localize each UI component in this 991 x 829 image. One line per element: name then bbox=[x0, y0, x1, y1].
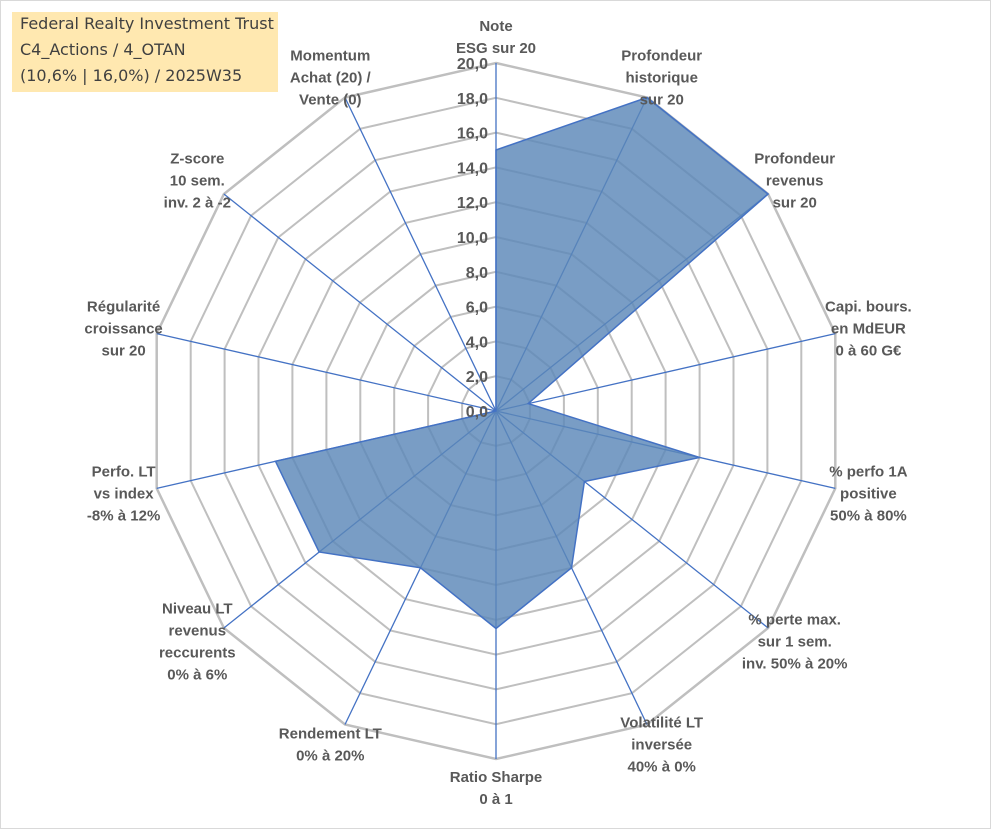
axis-label-line: ESG sur 20 bbox=[456, 40, 536, 57]
spoke-line bbox=[156, 332, 497, 412]
axis-label-line: sur 1 sem. bbox=[758, 634, 832, 651]
axis-label: Niveau LT revenus reccurents 0% à 6% bbox=[159, 601, 236, 684]
axis-label-line: Perfo. LT bbox=[92, 463, 156, 480]
title-line-1: Federal Realty Investment Trust bbox=[20, 14, 274, 33]
axis-label-line: % perfo 1A bbox=[829, 463, 908, 480]
axis-label: Perfo. LT vs index -8% à 12% bbox=[87, 463, 160, 524]
axis-label-line: 0% à 20% bbox=[296, 747, 364, 764]
axis-label: Capi. bours. en MdEUR 0 à 60 G€ bbox=[825, 299, 912, 360]
axis-label-line: sur 20 bbox=[640, 92, 684, 109]
axis-label-line: Vente (0) bbox=[299, 92, 362, 109]
tick-labels: 0,0 2,0 4,0 6,0 8,0 10,0 12,0 14,0 16,0 18,0 20,0 bbox=[457, 56, 488, 421]
spoke-line bbox=[223, 193, 497, 412]
axis-label-line: reccurents bbox=[159, 645, 236, 662]
title-box: Federal Realty Investment Trust C4_Actio… bbox=[12, 12, 278, 92]
axis-label-line: Achat (20) / bbox=[290, 70, 372, 87]
tick-label: 16,0 bbox=[457, 126, 488, 143]
axis-label-line: sur 20 bbox=[101, 343, 145, 360]
tick-label: 8,0 bbox=[466, 265, 488, 282]
axis-label-line: revenus bbox=[169, 623, 227, 640]
tick-label: 18,0 bbox=[457, 91, 488, 108]
axis-label-line: Profondeur bbox=[754, 150, 835, 167]
axis-label-line: Profondeur bbox=[621, 48, 702, 65]
axis-label: % perte max. sur 1 sem. inv. 50% à 20% bbox=[742, 612, 848, 673]
axis-label: Profondeur historique sur 20 bbox=[621, 48, 702, 109]
axis-label-line: inv. 50% à 20% bbox=[742, 656, 848, 673]
axis-label: Régularité croissance sur 20 bbox=[84, 299, 162, 360]
axis-label-line: sur 20 bbox=[773, 194, 817, 211]
tick-label: 4,0 bbox=[466, 334, 488, 351]
axis-label-line: 0 à 1 bbox=[479, 791, 512, 808]
axis-label: Z-score 10 sem. inv. 2 à -2 bbox=[164, 150, 231, 211]
axis-label-line: 0% à 6% bbox=[167, 667, 227, 684]
axis-label-line: inv. 2 à -2 bbox=[164, 194, 231, 211]
spoke-line bbox=[344, 97, 497, 412]
axis-label-line: 10 sem. bbox=[170, 172, 225, 189]
axis-label-line: Rendement LT bbox=[279, 725, 382, 742]
tick-label: 10,0 bbox=[457, 230, 488, 247]
axis-label-line: Volatilité LT bbox=[620, 714, 703, 731]
spoke-line bbox=[495, 332, 836, 412]
axis-label: Ratio Sharpe 0 à 1 bbox=[450, 769, 543, 808]
axis-label: Momentum Achat (20) / Vente (0) bbox=[290, 48, 372, 109]
axis-labels: Note ESG sur 20 Profondeur historique sur 20… bbox=[84, 18, 911, 808]
axis-label-line: revenus bbox=[766, 172, 824, 189]
tick-label: 0,0 bbox=[466, 404, 488, 421]
axis-label-line: 40% à 0% bbox=[628, 758, 696, 775]
tick-label: 6,0 bbox=[466, 300, 488, 317]
axis-label-line: % perte max. bbox=[748, 612, 841, 629]
axis-label-line: en MdEUR bbox=[831, 321, 906, 338]
tick-label: 20,0 bbox=[457, 56, 488, 73]
axis-label-line: vs index bbox=[94, 485, 155, 502]
axis-label-line: Momentum bbox=[290, 48, 370, 65]
axis-label-line: Régularité bbox=[87, 299, 160, 316]
axis-label-line: Z-score bbox=[170, 150, 224, 167]
axis-label-line: Niveau LT bbox=[162, 601, 233, 618]
axis-label-line: -8% à 12% bbox=[87, 507, 160, 524]
axis-label-line: positive bbox=[840, 485, 897, 502]
axis-label-line: inversée bbox=[631, 736, 692, 753]
axis-label: % perfo 1A positive 50% à 80% bbox=[829, 463, 908, 524]
axis-label-line: Ratio Sharpe bbox=[450, 769, 543, 786]
axis-label: Note ESG sur 20 bbox=[456, 18, 536, 57]
tick-label: 2,0 bbox=[466, 369, 488, 386]
axis-label-line: 50% à 80% bbox=[830, 507, 907, 524]
axis-label: Profondeur revenus sur 20 bbox=[754, 150, 835, 211]
axis-label: Volatilité LT inversée 40% à 0% bbox=[620, 714, 703, 775]
title-line-3: (10,6% | 16,0%) / 2025W35 bbox=[20, 66, 243, 85]
axis-label-line: Capi. bours. bbox=[825, 299, 912, 316]
axis-label-line: croissance bbox=[84, 321, 162, 338]
data-area bbox=[274, 96, 770, 630]
axis-label-line: 0 à 60 G€ bbox=[835, 343, 902, 360]
axis-label-line: historique bbox=[625, 70, 698, 87]
axis-label-line: Note bbox=[479, 18, 512, 35]
tick-label: 12,0 bbox=[457, 195, 488, 212]
axis-label: Rendement LT 0% à 20% bbox=[279, 725, 382, 764]
tick-label: 14,0 bbox=[457, 160, 488, 177]
title-line-2: C4_Actions / 4_OTAN bbox=[20, 40, 186, 59]
